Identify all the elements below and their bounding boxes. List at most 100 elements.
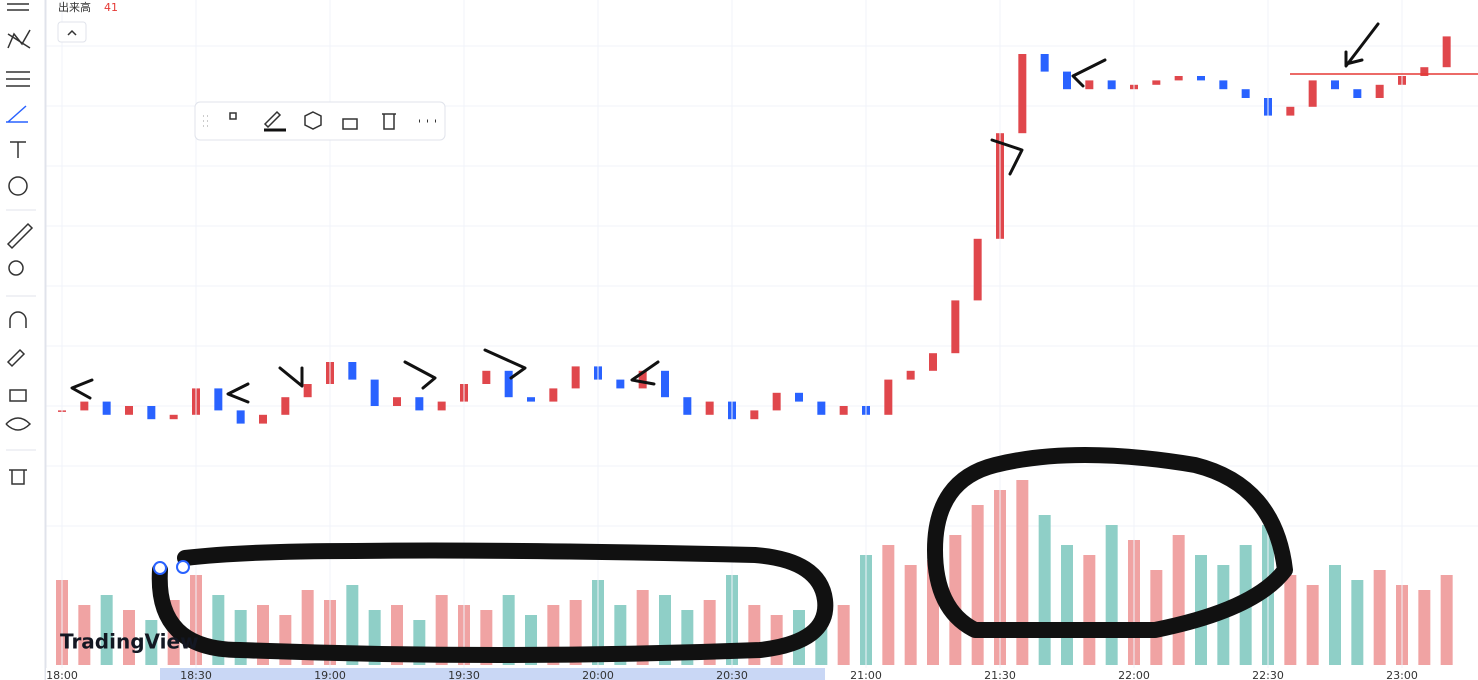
volume-bar — [1306, 585, 1319, 665]
x-tick-label: 21:30 — [984, 669, 1016, 680]
volume-bar — [882, 545, 895, 665]
logo: TradingView — [60, 630, 199, 654]
volume-bar — [1440, 575, 1453, 665]
x-tick-label: 19:30 — [448, 669, 480, 680]
candle — [1219, 80, 1228, 90]
lock-button[interactable] — [342, 118, 358, 130]
color-button[interactable] — [263, 110, 282, 129]
x-tick-label: 23:00 — [1386, 669, 1418, 680]
volume-bar — [502, 595, 515, 665]
candle — [303, 384, 312, 398]
volume-bar — [1351, 580, 1364, 665]
candle — [1286, 106, 1295, 116]
toolbar-icons — [5, 3, 34, 485]
volume-bar — [1373, 570, 1386, 665]
candle — [549, 388, 558, 402]
magnet-tool[interactable] — [9, 311, 27, 328]
handle-start[interactable] — [153, 561, 167, 575]
candle — [906, 370, 915, 380]
candle — [661, 370, 669, 398]
candle — [973, 238, 982, 301]
volume-bar — [971, 505, 984, 665]
candle — [504, 370, 513, 398]
candle — [1375, 84, 1384, 98]
candle — [415, 397, 424, 411]
candle — [795, 392, 803, 402]
zoom-tool[interactable] — [8, 260, 24, 276]
candle — [214, 388, 223, 411]
template-button[interactable] — [229, 112, 237, 120]
delete-tool[interactable] — [9, 469, 27, 485]
candle — [817, 401, 826, 415]
x-tick-label: 21:00 — [850, 669, 882, 680]
ellipse-left — [151, 542, 834, 663]
candle — [1331, 80, 1339, 90]
candle — [1442, 36, 1451, 68]
volume-bar — [837, 605, 850, 665]
text-tool[interactable] — [10, 141, 26, 158]
remove-button[interactable] — [382, 113, 396, 130]
fib-tool[interactable] — [6, 71, 30, 87]
candle — [125, 406, 133, 415]
volume-bar — [1329, 565, 1341, 665]
x-tick-label: 20:30 — [716, 669, 748, 680]
volume-bar — [1105, 525, 1118, 665]
x-tick-label: 22:30 — [1252, 669, 1284, 680]
arrows — [70, 22, 1380, 404]
floating-toolbar — [194, 101, 446, 141]
candle — [527, 397, 535, 402]
volume-bar — [1172, 535, 1185, 665]
brush-tool[interactable] — [6, 105, 28, 123]
toolbar-separators — [6, 209, 36, 451]
candle — [1040, 54, 1049, 72]
x-tick-label: 20:00 — [582, 669, 614, 680]
grid — [46, 45, 1478, 527]
pattern-tool[interactable] — [7, 29, 31, 49]
handle-end[interactable] — [176, 560, 190, 574]
volume-bar — [1061, 545, 1073, 665]
settings-button[interactable] — [304, 111, 322, 130]
volume-bar — [1284, 575, 1297, 665]
lock-draw-tool[interactable] — [6, 348, 26, 368]
candle — [705, 401, 714, 415]
candle — [1197, 76, 1205, 81]
candle — [1018, 54, 1027, 134]
legend-label: 出来高 — [58, 0, 91, 14]
ellipse-right — [927, 447, 1293, 638]
candle — [1107, 80, 1116, 90]
legend-value: 41 — [104, 1, 118, 14]
candle — [571, 366, 580, 389]
candle — [393, 397, 401, 406]
lines-tool[interactable] — [7, 3, 29, 11]
volume-bar — [123, 610, 135, 665]
candle — [884, 379, 893, 415]
floating-icons — [203, 110, 436, 132]
lock-tool[interactable] — [9, 389, 27, 402]
candle — [1420, 67, 1429, 76]
candle — [929, 353, 937, 371]
candle — [169, 414, 178, 420]
volume-bar — [1150, 570, 1163, 665]
volume-bar — [904, 565, 917, 665]
candle — [1241, 89, 1250, 98]
candle — [1353, 89, 1362, 98]
candle — [281, 397, 290, 415]
ruler-tool[interactable] — [6, 222, 34, 250]
volume-bar — [78, 605, 91, 665]
candle — [102, 401, 111, 415]
left-toolbar — [0, 0, 45, 680]
candle — [638, 370, 647, 389]
candle — [348, 362, 357, 380]
candle — [1308, 80, 1317, 107]
visibility-tool[interactable] — [5, 417, 32, 431]
candle — [1152, 80, 1161, 85]
time-selection — [160, 668, 825, 680]
volume-bar — [1195, 555, 1207, 665]
emoji-tool[interactable] — [8, 176, 28, 196]
candle — [616, 379, 625, 389]
drag-handle[interactable] — [203, 115, 208, 127]
volume-bar — [1418, 590, 1431, 665]
volume-bar — [1083, 555, 1096, 665]
x-tick-label: 19:00 — [314, 669, 346, 680]
